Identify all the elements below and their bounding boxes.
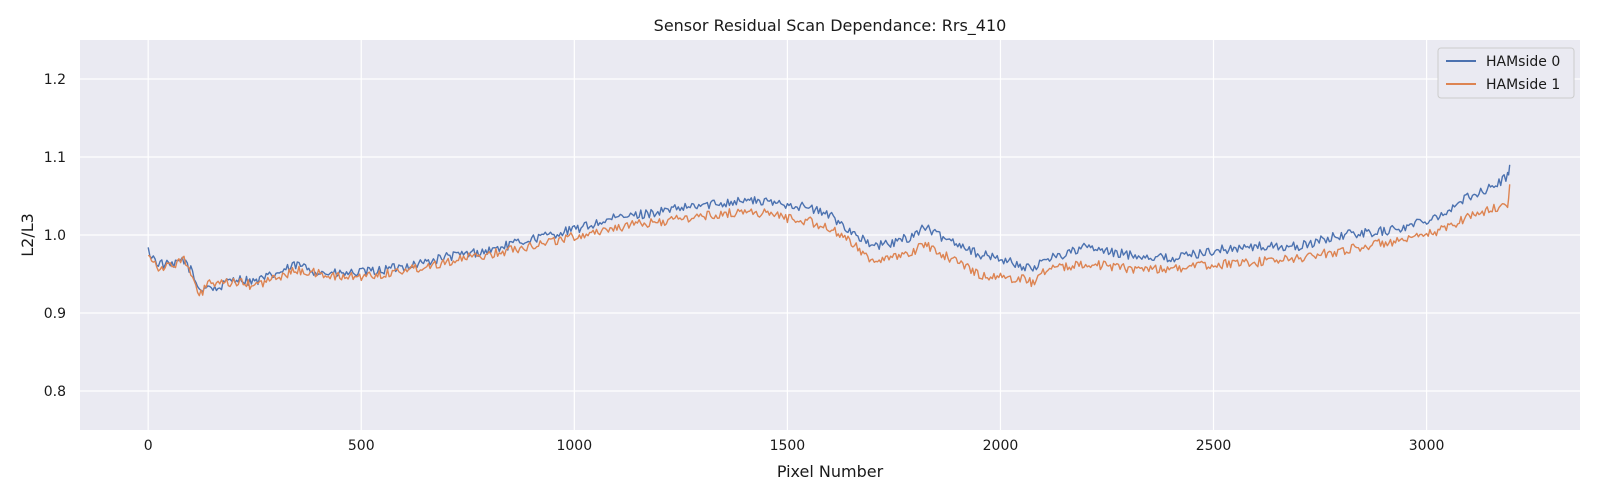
x-tick-label: 2500 (1196, 438, 1232, 454)
x-tick-label: 0 (144, 438, 153, 454)
series-line-hamside-0 (147, 164, 1511, 293)
x-tick-label: 2000 (983, 438, 1019, 454)
series-layer (147, 164, 1511, 297)
y-tick-label: 0.9 (44, 306, 66, 322)
y-tick-label: 1.2 (44, 72, 66, 88)
y-axis-label: L2/L3 (18, 213, 37, 257)
x-ticks: 0 500 1000 1500 2000 2500 3000 (144, 438, 1445, 454)
y-tick-label: 0.8 (44, 384, 66, 400)
x-tick-label: 3000 (1409, 438, 1445, 454)
x-tick-label: 1000 (556, 438, 592, 454)
legend: HAMside 0 HAMside 1 (1437, 47, 1575, 99)
chart-title: Sensor Residual Scan Dependance: Rrs_410 (654, 16, 1007, 36)
legend-label-hamside-1: HAMside 1 (1486, 77, 1560, 93)
x-tick-label: 500 (348, 438, 375, 454)
y-ticks: 0.8 0.9 1.0 1.1 1.2 (44, 72, 66, 400)
x-axis-label: Pixel Number (777, 462, 884, 481)
series-line-hamside-1 (147, 184, 1511, 297)
x-tick-label: 1500 (770, 438, 806, 454)
gridlines (80, 40, 1580, 430)
y-tick-label: 1.1 (44, 150, 66, 166)
legend-label-hamside-0: HAMside 0 (1486, 54, 1560, 70)
y-tick-label: 1.0 (44, 228, 66, 244)
